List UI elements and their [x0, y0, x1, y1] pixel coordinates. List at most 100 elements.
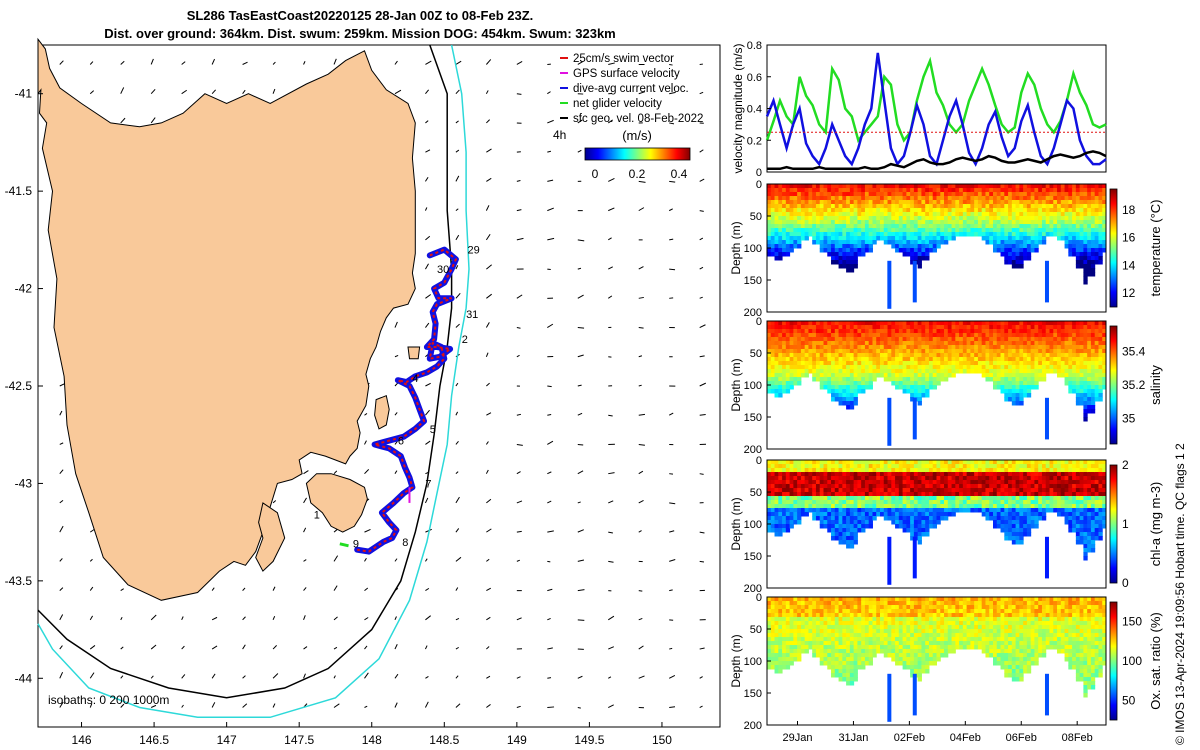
- heatmap-cell: [977, 357, 983, 362]
- heatmap-cell: [1068, 188, 1073, 193]
- heatmap-cell: [797, 464, 802, 469]
- heatmap-cell: [1041, 357, 1047, 362]
- heatmap-cell: [981, 488, 986, 493]
- heatmap-cell: [876, 373, 881, 378]
- heatmap-cell: [910, 397, 915, 402]
- heatmap-cell: [767, 476, 772, 481]
- heatmap-cell: [989, 321, 994, 326]
- heatmap-cell: [962, 365, 968, 370]
- heatmap-cell: [842, 369, 847, 374]
- heatmap-cell: [1075, 349, 1081, 354]
- heatmap-cell: [981, 504, 986, 509]
- heatmap-cell: [880, 373, 885, 378]
- heatmap-cell: [925, 341, 930, 346]
- heatmap-cell: [804, 200, 809, 205]
- heatmap-cell: [800, 329, 806, 334]
- heatmap-cell: [928, 240, 934, 245]
- heatmap-cell: [1060, 192, 1066, 197]
- heatmap-cell: [1026, 393, 1032, 398]
- heatmap-cell: [989, 377, 994, 382]
- heatmap-cell: [1011, 220, 1017, 225]
- heatmap-cell: [1004, 244, 1009, 249]
- heatmap-cell: [793, 464, 798, 469]
- heatmap-cell: [819, 349, 824, 354]
- heatmap-cell: [782, 333, 787, 338]
- heatmap-cell: [1000, 337, 1005, 342]
- heatmap-cell: [1045, 361, 1050, 366]
- heatmap-cell: [1102, 369, 1107, 374]
- heatmap-cell: [1004, 252, 1009, 257]
- heatmap-cell: [895, 361, 900, 366]
- current-arrow: [638, 180, 646, 183]
- heatmap-cell: [1083, 252, 1088, 257]
- heatmap-cell: [925, 184, 930, 189]
- current-arrow: [425, 587, 430, 592]
- depth-tick-label: 50: [750, 348, 762, 360]
- heatmap-cell: [864, 460, 870, 465]
- heatmap-cell: [1087, 381, 1092, 386]
- current-arrow: [333, 529, 338, 533]
- heatmap-cell: [1034, 329, 1039, 334]
- heatmap-cell: [834, 361, 840, 366]
- heatmap-cell: [1060, 369, 1066, 374]
- heatmap-cell: [1087, 236, 1092, 241]
- heatmap-cell: [849, 401, 855, 406]
- heatmap-cell: [827, 236, 832, 241]
- heatmap-cell: [831, 321, 836, 326]
- heatmap-cell: [1087, 349, 1092, 354]
- heatmap-cell: [1034, 488, 1039, 493]
- heatmap-cell: [778, 188, 783, 193]
- heatmap-cell: [797, 188, 802, 193]
- heatmap-cell: [1004, 460, 1009, 465]
- heatmap-cell: [815, 488, 821, 493]
- heatmap-cell: [1094, 184, 1099, 189]
- current-arrow: [120, 117, 126, 124]
- heatmap-cell: [774, 393, 779, 398]
- heatmap-cell: [797, 196, 802, 201]
- heatmap-cell: [770, 192, 776, 197]
- heatmap-cell: [853, 188, 858, 193]
- heatmap-cell: [864, 341, 870, 346]
- heatmap-cell: [951, 361, 956, 366]
- current-arrow: [547, 414, 552, 416]
- heatmap-cell: [940, 488, 945, 493]
- heatmap-cell: [823, 345, 828, 350]
- heatmap-cell: [1011, 401, 1017, 406]
- heatmap-cell: [868, 373, 873, 378]
- current-arrow: [547, 560, 551, 563]
- current-arrow: [577, 619, 585, 621]
- heatmap-cell: [955, 325, 960, 330]
- heatmap-cell: [864, 353, 870, 358]
- heatmap-cell: [846, 244, 851, 249]
- current-arrow: [638, 327, 644, 329]
- current-arrow: [364, 440, 367, 445]
- heatmap-cell: [883, 508, 889, 513]
- heatmap-cell: [782, 353, 787, 358]
- heatmap-cell: [1008, 228, 1013, 233]
- heatmap-cell: [861, 528, 866, 533]
- heatmap-cell: [959, 228, 964, 233]
- heatmap-cell: [910, 496, 915, 501]
- heatmap-cell: [842, 188, 847, 193]
- heatmap-cell: [1038, 184, 1043, 189]
- heatmap-cell: [1019, 236, 1024, 241]
- heatmap-cell: [789, 349, 794, 354]
- heatmap-cell: [868, 216, 873, 221]
- heatmap-cell: [925, 516, 930, 521]
- heatmap-cell: [902, 248, 907, 253]
- heatmap-cell: [883, 325, 889, 330]
- heatmap-cell: [853, 248, 858, 253]
- depth-tick-label: 200: [744, 307, 762, 319]
- heatmap-cell: [925, 476, 930, 481]
- heatmap-cell: [1053, 196, 1058, 201]
- heatmap-cell: [996, 516, 1002, 521]
- depth-tick-label: 200: [744, 444, 762, 456]
- heatmap-cell: [887, 341, 892, 346]
- heatmap-cell: [804, 357, 809, 362]
- heatmap-cell: [861, 516, 866, 521]
- heatmap-cell: [917, 345, 922, 350]
- heatmap-cell: [970, 472, 975, 477]
- heatmap-cell: [1034, 357, 1039, 362]
- heatmap-cell: [793, 500, 798, 505]
- heatmap-cell: [797, 345, 802, 350]
